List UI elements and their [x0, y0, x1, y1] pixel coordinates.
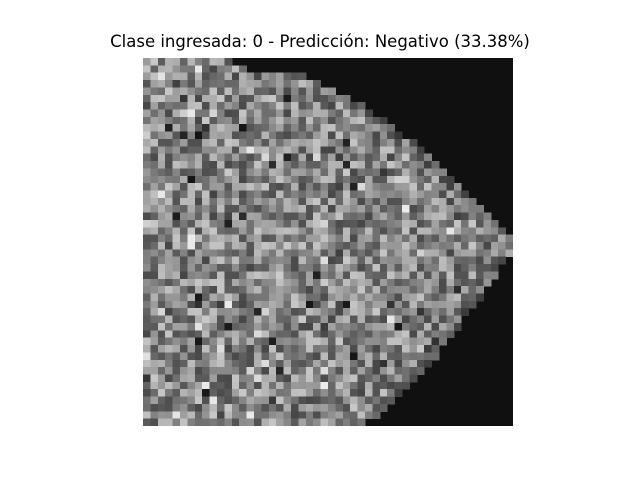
image-panel — [143, 58, 513, 426]
grayscale-image — [143, 58, 513, 426]
figure-title: Clase ingresada: 0 - Predicción: Negativ… — [110, 32, 530, 51]
